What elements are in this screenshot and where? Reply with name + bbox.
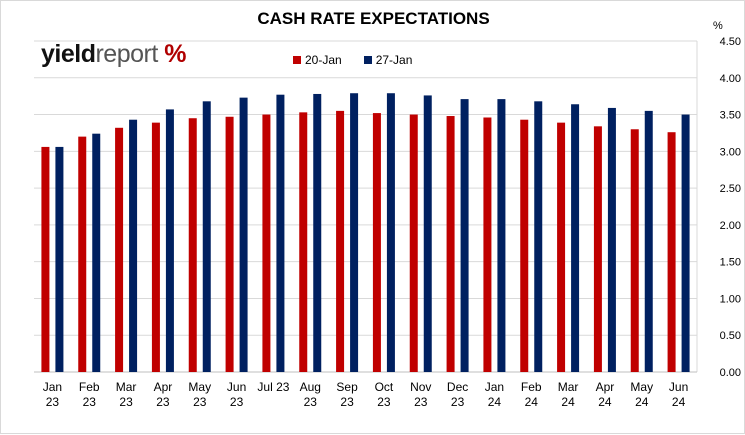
x-tick-label: May <box>630 380 653 394</box>
legend-label-series-1: 20-Jan <box>305 53 342 67</box>
x-tick-label: 23 <box>340 395 354 409</box>
bar-series-1 <box>409 114 418 373</box>
y-tick-label: 1.50 <box>720 257 741 269</box>
bar-series-2 <box>681 114 690 373</box>
yieldreport-logo: yieldreport % <box>41 40 186 69</box>
x-tick-label: Mar <box>116 380 137 394</box>
y-tick-label: 2.50 <box>720 183 741 195</box>
y-tick-label: 0.50 <box>720 330 741 342</box>
bar-series-2 <box>386 93 395 373</box>
bar-series-2 <box>313 93 322 373</box>
bar-series-2 <box>165 109 174 372</box>
y-tick-label: 3.00 <box>720 146 741 158</box>
x-tick-label: Mar <box>558 380 579 394</box>
legend-swatch-series-1 <box>293 56 301 64</box>
bar-series-1 <box>667 132 676 372</box>
x-tick-label: 23 <box>83 395 97 409</box>
logo-bold-text: yield <box>41 40 96 68</box>
bar-series-2 <box>571 104 580 372</box>
x-tick-label: 24 <box>561 395 575 409</box>
bar-series-2 <box>129 119 138 373</box>
y-axis-unit: % <box>713 20 723 32</box>
bar-series-2 <box>92 133 101 372</box>
bar-series-2 <box>644 110 653 372</box>
bar-series-2 <box>460 99 469 372</box>
x-tick-label: Nov <box>410 380 431 394</box>
y-tick-label: 0.00 <box>720 367 741 379</box>
bar-series-1 <box>78 136 87 372</box>
chart-title: CASH RATE EXPECTATIONS <box>257 9 490 28</box>
bar-series-1 <box>151 122 160 372</box>
x-tick-label: 24 <box>672 395 686 409</box>
x-tick-label: 23 <box>46 395 60 409</box>
y-tick-label: 3.50 <box>720 110 741 122</box>
bar-series-1 <box>225 116 234 372</box>
bar-series-2 <box>534 101 543 372</box>
x-tick-label: 23 <box>451 395 465 409</box>
bar-series-1 <box>115 127 124 372</box>
x-tick-label: Sep <box>336 380 358 394</box>
chart-legend: 20-Jan 27-Jan <box>293 53 412 67</box>
bar-series-2 <box>276 94 285 372</box>
x-tick-label: 23 <box>377 395 391 409</box>
x-tick-label: 23 <box>193 395 207 409</box>
x-tick-label: Oct <box>375 380 394 394</box>
bar-series-1 <box>188 118 197 372</box>
x-tick-label: May <box>188 380 211 394</box>
bar-series-2 <box>497 99 506 372</box>
x-tick-label: 24 <box>598 395 612 409</box>
x-tick-label: Feb <box>521 380 542 394</box>
x-tick-label: Jun <box>669 380 688 394</box>
bar-series-2 <box>239 97 248 372</box>
legend-item-series-2: 27-Jan <box>363 53 413 67</box>
bar-series-2 <box>350 93 359 373</box>
x-tick-label: 23 <box>156 395 170 409</box>
bar-series-2 <box>202 101 211 372</box>
x-tick-label: 23 <box>119 395 133 409</box>
bar-series-2 <box>607 107 616 373</box>
bar-series-1 <box>557 122 566 372</box>
x-tick-label: 24 <box>488 395 502 409</box>
bar-series-1 <box>630 129 639 372</box>
x-tick-label: 24 <box>525 395 539 409</box>
x-tick-label: Feb <box>79 380 100 394</box>
bar-series-1 <box>483 117 492 373</box>
bar-series-1 <box>41 146 50 372</box>
y-tick-label: 1.00 <box>720 293 741 305</box>
bar-series-2 <box>55 146 64 372</box>
legend-item-series-1: 20-Jan <box>293 53 342 67</box>
x-tick-label: 23 <box>414 395 428 409</box>
legend-swatch-series-2 <box>363 56 372 64</box>
x-tick-label: 23 <box>304 395 318 409</box>
bar-series-1 <box>336 110 345 372</box>
logo-percent-mark: % <box>164 40 186 68</box>
x-tick-label: Jan <box>485 380 504 394</box>
bar-series-2 <box>423 95 432 372</box>
bar-series-1 <box>299 112 308 373</box>
x-tick-label: Aug <box>300 380 321 394</box>
y-tick-label: 4.50 <box>720 36 741 48</box>
x-tick-label: Apr <box>596 380 615 394</box>
bar-series-1 <box>520 119 529 373</box>
x-tick-label: 23 <box>230 395 244 409</box>
y-tick-label: 2.00 <box>720 220 741 232</box>
x-tick-label: Jun <box>227 380 246 394</box>
x-tick-label: Apr <box>154 380 173 394</box>
x-tick-label: Jul 23 <box>257 380 289 394</box>
legend-label-series-2: 27-Jan <box>375 53 413 67</box>
x-tick-label: Dec <box>447 380 468 394</box>
bar-series-1 <box>262 114 271 373</box>
y-tick-label: 4.00 <box>720 73 741 85</box>
x-tick-label: 24 <box>635 395 649 409</box>
x-tick-label: Jan <box>43 380 62 394</box>
bar-series-1 <box>372 113 381 372</box>
bar-series-1 <box>593 126 602 372</box>
bar-series-1 <box>446 116 455 372</box>
logo-light-text: report <box>95 40 158 68</box>
